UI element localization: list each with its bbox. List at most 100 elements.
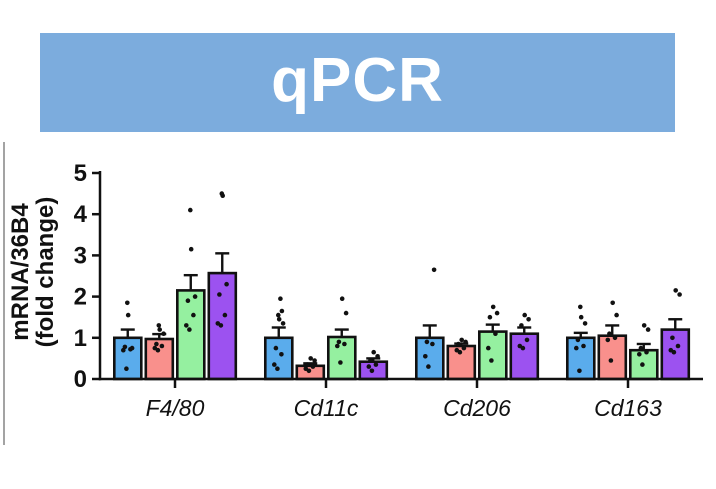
scatter-dot bbox=[431, 267, 437, 273]
bar-series-1-blue-2 bbox=[263, 336, 294, 381]
scatter-dot bbox=[371, 349, 377, 355]
bar-series-3-green-3 bbox=[477, 330, 508, 381]
scatter-dot bbox=[343, 310, 349, 316]
bar-series-2-pink-4 bbox=[597, 334, 628, 381]
scatter-dot bbox=[673, 288, 678, 293]
scatter-dot bbox=[668, 347, 674, 353]
scatter-dot bbox=[517, 343, 523, 349]
scatter-dot bbox=[644, 349, 649, 355]
scatter-dot bbox=[276, 317, 282, 322]
bar-series-1-blue-1 bbox=[113, 336, 143, 381]
scatter-dot bbox=[312, 358, 317, 363]
scatter-dot bbox=[222, 312, 228, 318]
scatter-dot bbox=[217, 292, 222, 297]
scatter-dot bbox=[487, 314, 493, 320]
scatter-dot bbox=[612, 335, 618, 341]
scatter-dot bbox=[640, 362, 645, 367]
bar-series-1-blue-4 bbox=[565, 336, 596, 381]
scatter-dot bbox=[272, 362, 277, 367]
x-category-label: Cd206 bbox=[443, 395, 511, 421]
scatter-dot bbox=[489, 358, 494, 363]
scatter-dot bbox=[578, 314, 584, 320]
scatter-dot bbox=[276, 312, 281, 318]
scatter-dot bbox=[486, 345, 491, 351]
scatter-dot bbox=[154, 341, 159, 347]
y-axis-title-line: mRNA/36B4 bbox=[7, 203, 34, 341]
scatter-dot bbox=[519, 323, 524, 328]
y-tick-label: 3 bbox=[74, 242, 87, 269]
scatter-dot bbox=[424, 339, 430, 345]
scatter-dot bbox=[637, 352, 642, 357]
scatter-dot bbox=[670, 335, 675, 341]
scatter-dot bbox=[279, 352, 284, 357]
scatter-dot bbox=[303, 366, 309, 372]
scatter-dot bbox=[582, 321, 588, 326]
scatter-dot bbox=[430, 341, 435, 347]
scatter-dot bbox=[161, 331, 166, 337]
x-category-label: F4/80 bbox=[146, 395, 205, 421]
scatter-dot bbox=[188, 207, 193, 213]
scatter-dot bbox=[273, 345, 279, 351]
scatter-dot bbox=[275, 366, 280, 372]
scatter-dot bbox=[187, 327, 192, 332]
scatter-dot bbox=[184, 323, 189, 328]
banner-title: qPCR bbox=[271, 45, 444, 115]
scatter-dot bbox=[581, 343, 586, 349]
scatter-dot bbox=[524, 337, 530, 343]
scatter-dot bbox=[336, 339, 342, 345]
y-tick-label: 5 bbox=[74, 160, 87, 187]
scatter-dot bbox=[152, 345, 158, 351]
scatter-dot bbox=[308, 356, 314, 361]
scatter-dot bbox=[369, 368, 375, 374]
y-axis-title-line: (fold change) bbox=[32, 197, 59, 348]
scatter-dot bbox=[373, 362, 379, 367]
scatter-dot bbox=[215, 321, 221, 326]
bar-series-4-purple-4 bbox=[660, 328, 691, 381]
scatter-dot bbox=[461, 345, 467, 351]
scatter-dot bbox=[185, 298, 191, 304]
scatter-dot bbox=[574, 345, 579, 351]
scatter-dot bbox=[423, 354, 428, 359]
scatter-dot bbox=[522, 312, 527, 318]
scatter-dot bbox=[375, 354, 380, 359]
scatter-dot bbox=[191, 312, 196, 318]
scatter-dot bbox=[366, 364, 372, 369]
scatter-dot bbox=[638, 345, 644, 351]
scatter-dot bbox=[459, 337, 465, 343]
scatter-dot bbox=[493, 331, 498, 337]
scatter-dot bbox=[279, 308, 285, 314]
scatter-dot bbox=[125, 312, 131, 318]
scatter-dot bbox=[675, 343, 681, 349]
scatter-dot bbox=[278, 296, 283, 302]
scatter-dot bbox=[192, 294, 198, 299]
y-tick-label: 1 bbox=[74, 325, 87, 352]
scatter-dot bbox=[280, 321, 286, 326]
scatter-dot bbox=[339, 296, 345, 302]
scatter-dot bbox=[526, 317, 531, 322]
scatter-dot bbox=[456, 341, 461, 347]
scatter-dot bbox=[310, 364, 316, 369]
scatter-dot bbox=[368, 358, 373, 363]
scatter-dot bbox=[426, 364, 431, 369]
left-border-line bbox=[3, 142, 5, 445]
y-tick-label: 2 bbox=[74, 284, 87, 311]
scatter-dot bbox=[677, 292, 682, 297]
scatter-dot bbox=[125, 300, 130, 306]
scatter-dot bbox=[578, 304, 583, 310]
x-category-label: Cd163 bbox=[594, 395, 662, 421]
bar-series-4-purple-3 bbox=[509, 332, 540, 381]
scatter-dot bbox=[605, 337, 611, 343]
scatter-dot bbox=[224, 281, 229, 287]
scatter-dot bbox=[156, 323, 162, 328]
scatter-dot bbox=[577, 368, 582, 374]
title-banner: qPCR bbox=[40, 33, 675, 132]
scatter-dot bbox=[575, 337, 581, 343]
scatter-dot bbox=[454, 347, 460, 353]
bar-series-2-pink-1 bbox=[144, 337, 175, 381]
scatter-dot bbox=[305, 362, 310, 367]
scatter-dot bbox=[641, 323, 647, 328]
scatter-dot bbox=[608, 358, 614, 363]
scatter-dot bbox=[607, 331, 612, 337]
